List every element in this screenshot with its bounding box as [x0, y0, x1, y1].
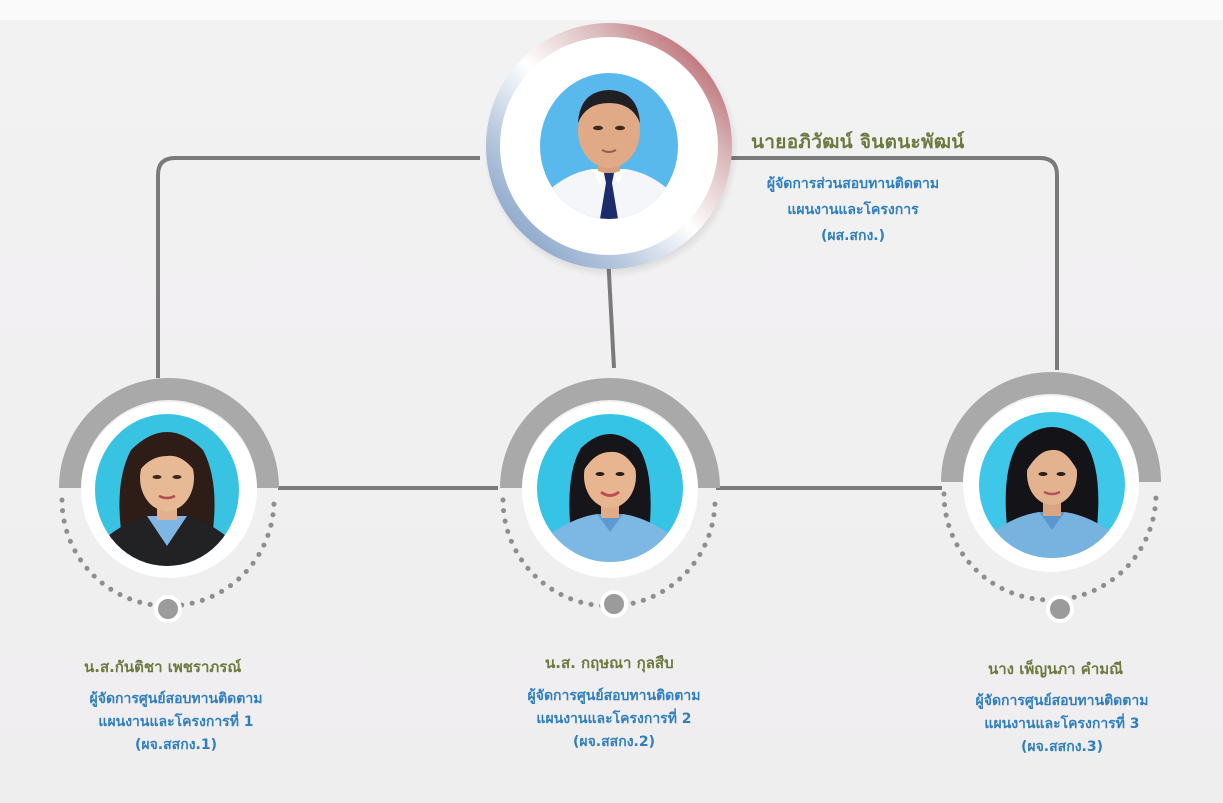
member1-title-line-1: ผู้จัดการศูนย์สอบทานติดตาม [89, 691, 263, 707]
member2-name: น.ส. กฤษณา กุลสืบ [545, 654, 674, 672]
member2-title-line-2: แผนงานและโครงการที่ 2 [536, 711, 692, 727]
member3-arc [941, 372, 1161, 483]
member1-title: ผู้จัดการศูนย์สอบทานติดตาม แผนงานและโครง… [60, 688, 292, 757]
member2-title-line-1: ผู้จัดการศูนย์สอบทานติดตาม [527, 688, 701, 704]
member1-title-line-3: (ผจ.สสกง.1) [135, 737, 217, 753]
head-title-line-1: ผู้จัดการส่วนสอบทานติดตาม [766, 176, 940, 192]
head-name: นายอภิวัฒน์ จินตนะพัฒน์ [751, 131, 965, 153]
member3-node [1046, 595, 1074, 623]
member3-portrait [979, 412, 1125, 558]
member2-title-line-3: (ผจ.สสกง.2) [573, 734, 655, 750]
connector-left [156, 156, 480, 378]
connector-right [720, 156, 1059, 370]
member2-arc [500, 378, 720, 489]
member3-title-line-2: แผนงานและโครงการที่ 3 [984, 716, 1140, 732]
head-title-line-3: (ผส.สกง.) [820, 228, 886, 244]
member1-name: น.ส.กันติชา เพชราภรณ์ [84, 658, 242, 676]
head-title-line-2: แผนงานและโครงการ [787, 202, 919, 218]
member3-title-line-1: ผู้จัดการศูนย์สอบทานติดตาม [975, 693, 1149, 709]
member2-title: ผู้จัดการศูนย์สอบทานติดตาม แผนงานและโครง… [498, 685, 730, 754]
member1-portrait [95, 414, 239, 566]
member3-title: ผู้จัดการศูนย์สอบทานติดตาม แผนงานและโครง… [946, 690, 1178, 759]
member1-title-line-2: แผนงานและโครงการที่ 1 [98, 714, 254, 730]
member3-title-line-3: (ผจ.สสกง.3) [1021, 739, 1103, 755]
head-portrait [540, 73, 678, 219]
member2-node [600, 590, 628, 618]
top-strip [0, 0, 1223, 20]
member3-name: นาง เพ็ญนภา คำมณี [988, 660, 1124, 678]
member1-arc [59, 378, 279, 489]
head-title: ผู้จัดการส่วนสอบทานติดตาม แผนงานและโครงก… [733, 171, 973, 249]
member2-portrait [537, 414, 683, 562]
member1-node [154, 595, 182, 623]
